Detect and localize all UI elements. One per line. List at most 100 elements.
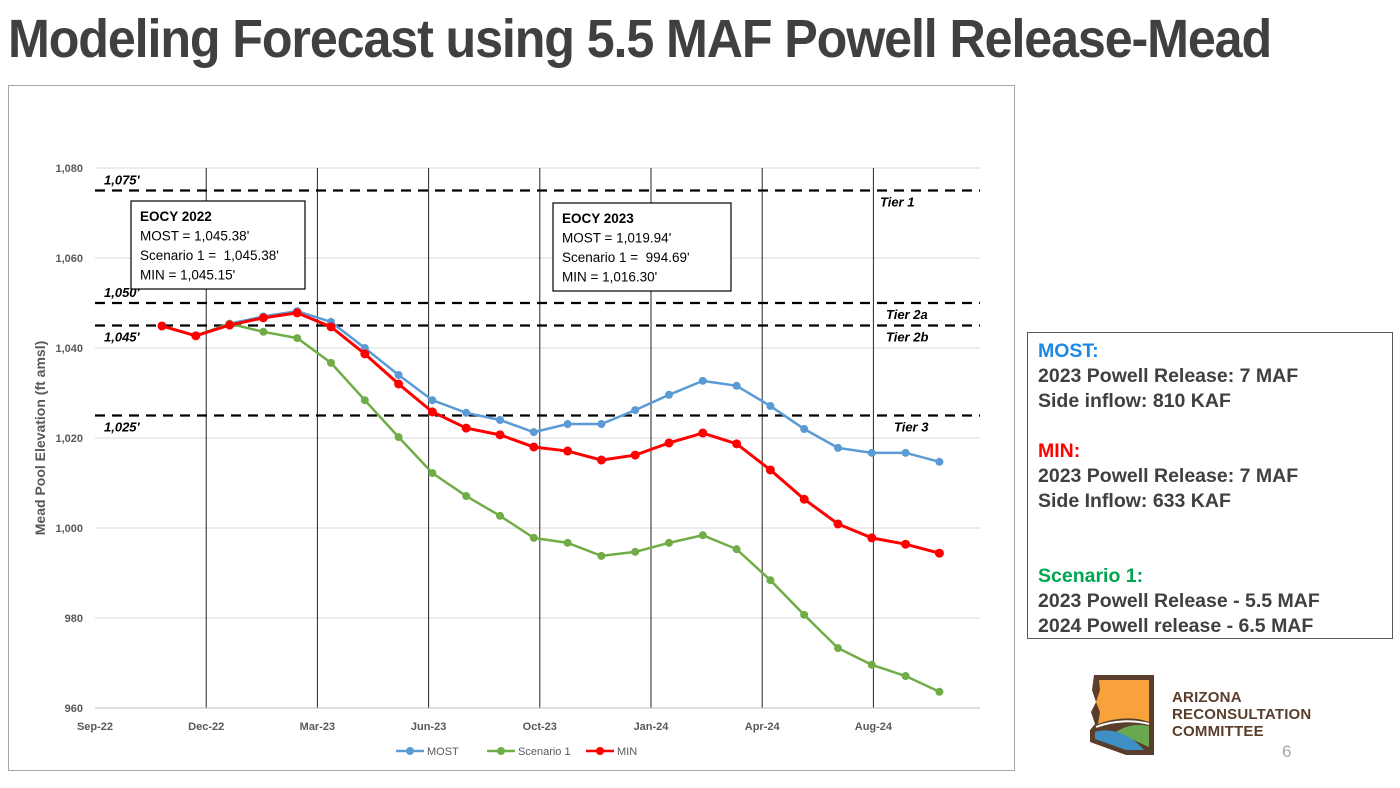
y-tick-label: 980 [65,613,83,625]
info-line: 2023 Powell Release - 5.5 MAF [1038,590,1320,612]
data-point [800,610,809,619]
data-point [935,457,944,466]
data-point [799,494,809,504]
annotation-heading: EOCY 2023 [562,211,634,226]
reference-lines: 1,075'Tier 11,050'Tier 2a1,045' Tier 2b1,… [95,173,980,435]
data-point [428,396,437,405]
series-scenario-1 [158,319,944,696]
data-point [766,402,775,411]
y-tick-label: 960 [65,703,83,715]
data-point [495,430,505,440]
data-point [597,551,606,560]
legend-swatch-marker [596,747,604,755]
legend-item: MOST [396,746,459,758]
x-tick-label: Mar-23 [300,721,335,733]
annotation-line: MOST = 1,045.38' [140,229,249,244]
data-point [597,420,606,429]
y-tick-label: 1,000 [55,523,83,535]
info-section-most: MOST: 2023 Powell Release: 7 MAF Side in… [1038,339,1392,414]
data-point [834,644,842,653]
annotation-line: MOST = 1,019.94' [562,231,671,246]
info-line: 2024 Powell release - 6.5 MAF [1038,615,1314,637]
info-line: 2023 Powell Release: 7 MAF [1038,365,1299,387]
legend-item: Scenario 1 [487,746,571,758]
data-point [394,433,403,442]
series-line [161,311,940,555]
tier-label: Tier 3 [894,420,929,435]
data-point [732,381,741,390]
annotation-line: Scenario 1 = 994.69' [562,250,690,265]
data-point [529,428,538,437]
annotation-box [130,200,306,290]
x-tick-label: Jun-23 [411,721,446,733]
data-point [293,334,302,343]
reference-value-label: 1,045' [104,330,141,345]
data-point [901,672,910,681]
data-point [496,416,504,424]
data-point [934,548,944,558]
info-heading-min: MIN: [1038,440,1081,462]
data-point [327,358,335,367]
data-point [529,533,538,542]
legend-swatch-marker [406,747,414,755]
organization-name: ARIZONA RECONSULTATION COMMITTEE [1172,689,1312,740]
data-point [292,308,302,318]
data-point [631,547,640,556]
info-section-min: MIN: 2023 Powell Release: 7 MAF Side Inf… [1038,439,1392,514]
info-line: Side Inflow: 633 KAF [1038,490,1231,512]
annotation-heading: EOCY 2022 [140,209,212,224]
data-point [834,443,842,452]
data-point [360,349,370,359]
info-line: Side inflow: 810 KAF [1038,390,1231,412]
data-point [360,396,369,405]
legend-label: Scenario 1 [518,746,571,758]
x-tick-label: Apr-24 [745,721,781,733]
annotation-line: MIN = 1,045.15' [140,268,235,283]
data-point [833,519,843,529]
tier-label: Tier 1 [880,195,914,210]
data-point [935,687,944,696]
legend-swatch-marker [497,747,505,755]
data-point [698,376,707,385]
data-point [157,321,167,331]
grid-lines [95,167,980,619]
data-point [259,327,268,336]
y-axis: 960 980 1,000 1,020 1,040 1,060 1,080 [55,163,980,715]
data-point [698,531,707,540]
chart: 1,075'Tier 11,050'Tier 2a1,045' Tier 2b1,… [32,163,980,758]
info-section-scenario-1: Scenario 1: 2023 Powell Release - 5.5 MA… [1038,564,1392,639]
data-point [867,660,876,669]
annotation-line: MIN = 1,016.30' [562,270,657,285]
x-tick-label: Jan-24 [634,721,670,733]
data-point [596,455,606,465]
data-point [732,545,741,554]
page-number: 6 [1282,742,1292,761]
data-point [765,465,775,475]
data-point [529,442,539,452]
x-axis: Sep-22 Dec-22 Mar-23 Jun-23 Oct-23 Jan-24 Apr-… [77,721,893,733]
data-point [732,439,742,449]
data-point [427,407,437,417]
data-point [630,450,640,460]
data-point [191,331,201,341]
tier-label: Tier 2b [886,330,928,345]
data-point [766,576,775,585]
series-line [161,322,940,693]
data-point [631,406,640,415]
info-heading-scenario-1: Scenario 1: [1038,565,1144,587]
data-point [258,313,268,323]
series-min [157,308,944,558]
reference-value-label: 1,025' [104,420,141,435]
series [157,307,944,696]
legend-item: MIN [586,746,637,758]
annotation-line: Scenario 1 = 1,045.38' [140,248,279,263]
data-point [901,448,910,457]
data-point [496,511,504,520]
data-point [867,533,877,543]
legend-label: MIN [617,746,637,758]
data-point [867,448,876,457]
annotations: EOCY 2022 MOST = 1,045.38' Scenario 1 = 1,… [130,200,732,292]
data-point [665,538,673,547]
y-axis-title: Mead Pool Elevation (ft amsl) [32,341,48,535]
data-point [901,539,911,549]
